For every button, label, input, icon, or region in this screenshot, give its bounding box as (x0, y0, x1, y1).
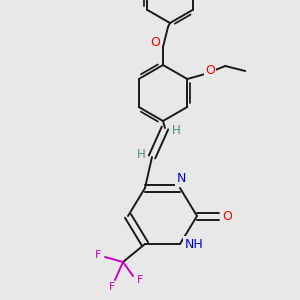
Text: NH: NH (184, 238, 203, 250)
Text: H: H (172, 124, 180, 136)
Text: H: H (136, 148, 146, 161)
Text: O: O (205, 64, 215, 76)
Text: N: N (176, 172, 186, 184)
Text: O: O (150, 37, 160, 50)
Text: F: F (95, 250, 101, 260)
Text: F: F (137, 275, 143, 285)
Text: O: O (222, 209, 232, 223)
Text: F: F (109, 282, 115, 292)
